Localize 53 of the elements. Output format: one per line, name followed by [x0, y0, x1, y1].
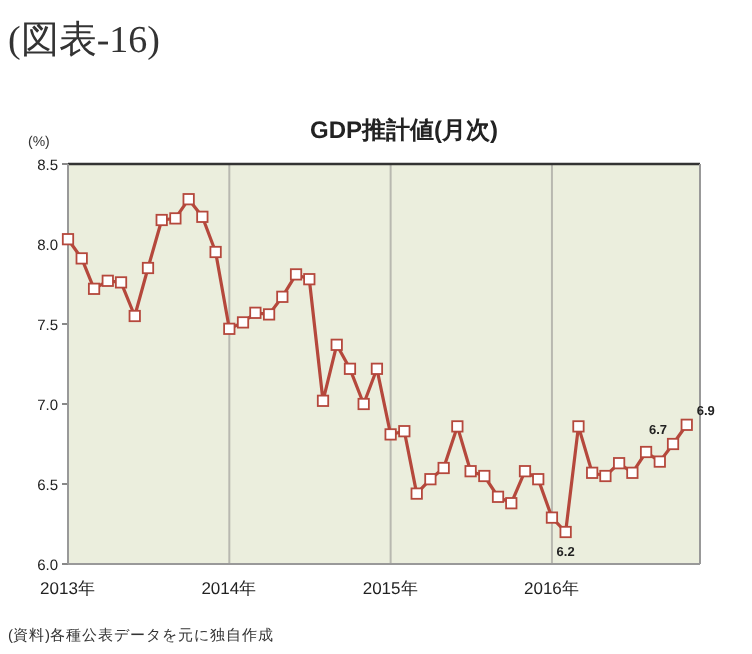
- point: [236, 316, 250, 329]
- point: [61, 233, 75, 246]
- point: [209, 245, 222, 259]
- point: [491, 490, 505, 503]
- point: [532, 473, 545, 486]
- point: [653, 455, 666, 468]
- point: [289, 268, 303, 281]
- point: [518, 465, 532, 478]
- point: [370, 362, 384, 375]
- point: [343, 362, 357, 375]
- point: [384, 428, 397, 441]
- point: [262, 308, 276, 321]
- point: [478, 469, 491, 483]
- point: [196, 210, 209, 223]
- point: [141, 261, 155, 275]
- point: [559, 525, 572, 539]
- point: [182, 193, 195, 206]
- point: [680, 418, 693, 431]
- point: [357, 397, 370, 411]
- point: [75, 252, 88, 265]
- point: [114, 276, 128, 289]
- point: [410, 487, 423, 500]
- point: [639, 445, 653, 459]
- point: [545, 511, 559, 524]
- point: [572, 420, 585, 433]
- x-tick-label: 2015年: [362, 578, 419, 598]
- point: [276, 290, 289, 303]
- point: [505, 497, 518, 510]
- point: [316, 394, 330, 407]
- point: [586, 466, 599, 479]
- x-tick-label: 2013年: [40, 578, 96, 598]
- point: [330, 338, 343, 351]
- point: [464, 465, 477, 478]
- point: [451, 420, 464, 433]
- point: [398, 425, 411, 438]
- point: [101, 274, 114, 287]
- point: [437, 461, 450, 475]
- point: [666, 437, 680, 451]
- point: [599, 469, 612, 483]
- point: [613, 457, 626, 470]
- x-tick-label: 2016年: [524, 578, 580, 598]
- point: [87, 282, 101, 295]
- point: [303, 273, 316, 286]
- point: [128, 309, 141, 323]
- point: [169, 212, 182, 225]
- subtitle: GDP推計値(月次): [310, 116, 498, 144]
- point: [626, 466, 639, 479]
- point: [249, 306, 262, 319]
- point: [223, 322, 236, 335]
- point: [424, 473, 437, 486]
- x-tick-label: 2014年: [201, 578, 258, 598]
- title: (図表-16): [8, 20, 160, 62]
- point: [155, 213, 168, 227]
